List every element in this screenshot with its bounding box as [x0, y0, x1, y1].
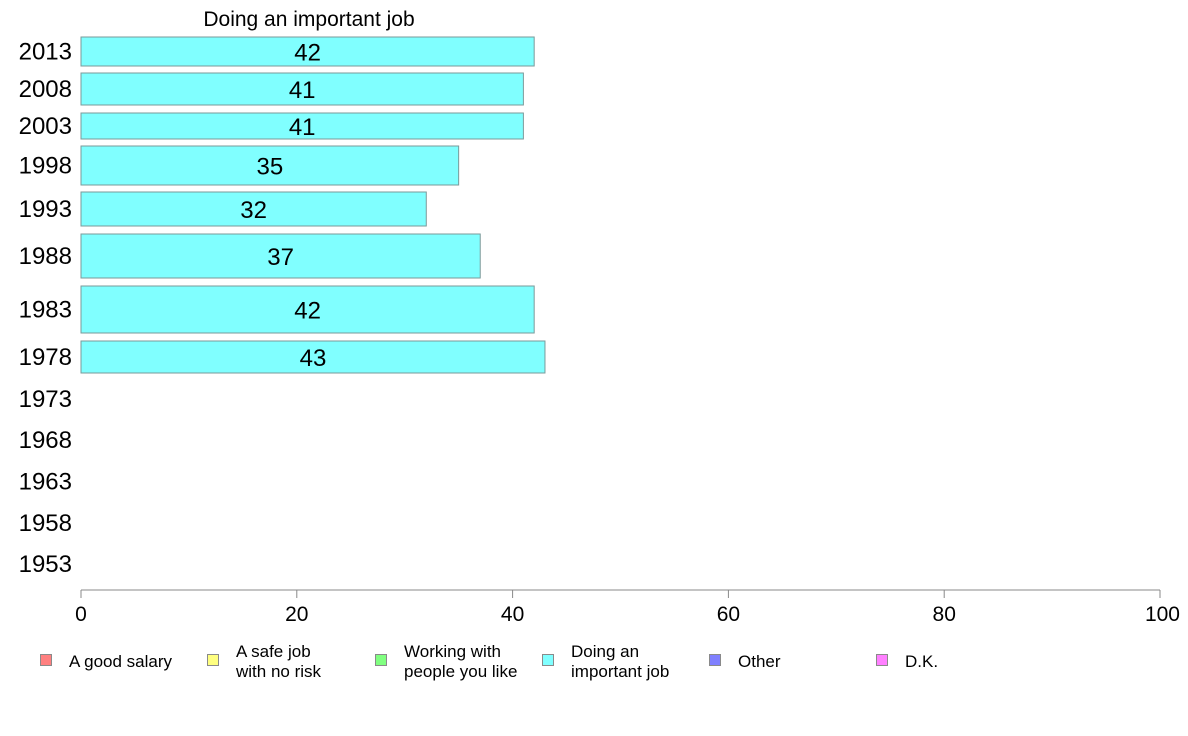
legend-label: Working with people you like: [404, 642, 518, 681]
y-tick-label: 1993: [19, 196, 72, 223]
bar: [80, 285, 535, 334]
chart-plot: Doing an important job 4241413532374243 …: [19, 8, 1180, 626]
bar: [80, 191, 427, 227]
legend-label: A safe job with no risk: [236, 642, 322, 681]
bar-value-label: 35: [256, 154, 283, 181]
bar-value-label: 37: [267, 244, 294, 271]
chart-title: Doing an important job: [203, 8, 414, 31]
legend-label: D.K.: [905, 652, 939, 671]
x-tick-label: 60: [717, 603, 740, 626]
legend-swatch: [207, 654, 219, 666]
legend-swatch: [375, 654, 387, 666]
bar: [80, 233, 481, 279]
y-tick-label: 1953: [19, 551, 72, 578]
legend-swatch: [709, 654, 721, 666]
legend: A good salary A safe job with no risk Wo…: [0, 640, 1188, 700]
bar: [80, 145, 460, 186]
y-tick-label: 1963: [19, 469, 72, 496]
y-tick-label: 2003: [19, 113, 72, 140]
bar: [80, 72, 524, 106]
legend-label: Doing an important job: [571, 642, 670, 681]
y-tick-label: 1973: [19, 386, 72, 413]
x-tick-label: 40: [501, 603, 524, 626]
x-axis: 0 20 40 60 80 100: [75, 589, 1180, 626]
bar-value-label: 43: [300, 345, 327, 372]
legend-swatch: [542, 654, 554, 666]
legend-swatch: [876, 654, 888, 666]
y-tick-label: 1983: [19, 297, 72, 324]
legend-label: Other: [738, 652, 781, 671]
bar-value-label: 32: [240, 197, 267, 224]
y-tick-label: 2008: [19, 76, 72, 103]
y-tick-label: 1958: [19, 510, 72, 537]
y-axis-labels: 2013 2008 2003 1998 1993 1988 1983 1978 1973 1968…: [19, 39, 72, 579]
bar: [80, 340, 546, 374]
legend-label: A good salary: [69, 652, 173, 671]
x-tick-label: 100: [1145, 603, 1180, 626]
bar-value-label: 42: [294, 40, 321, 67]
y-tick-label: 1988: [19, 243, 72, 270]
bar-value-label: 41: [289, 114, 316, 141]
bar: [80, 112, 524, 140]
y-tick-label: 1968: [19, 427, 72, 454]
bar: [80, 36, 535, 67]
bar-value-label: 41: [289, 77, 316, 104]
x-tick-label: 0: [75, 603, 87, 626]
bar-value-label: 42: [294, 298, 321, 325]
y-tick-label: 1998: [19, 153, 72, 180]
y-tick-label: 1978: [19, 344, 72, 371]
legend-swatch: [40, 654, 52, 666]
y-tick-label: 2013: [19, 39, 72, 66]
x-tick-label: 20: [285, 603, 308, 626]
x-tick-label: 80: [933, 603, 956, 626]
